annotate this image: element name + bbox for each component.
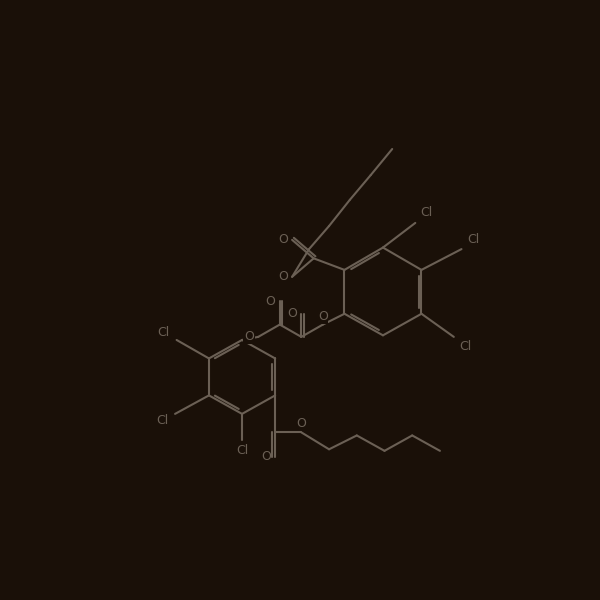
Text: O: O — [296, 416, 306, 430]
Text: O: O — [244, 331, 254, 343]
Text: O: O — [287, 307, 297, 320]
Text: O: O — [278, 233, 288, 247]
Text: O: O — [278, 271, 288, 283]
Text: Cl: Cl — [157, 326, 170, 339]
Text: O: O — [318, 310, 328, 323]
Text: Cl: Cl — [459, 340, 472, 353]
Text: Cl: Cl — [421, 206, 433, 220]
Text: Cl: Cl — [236, 445, 248, 457]
Text: O: O — [261, 451, 271, 463]
Text: O: O — [266, 295, 275, 308]
Text: Cl: Cl — [467, 233, 480, 247]
Text: Cl: Cl — [156, 415, 168, 427]
